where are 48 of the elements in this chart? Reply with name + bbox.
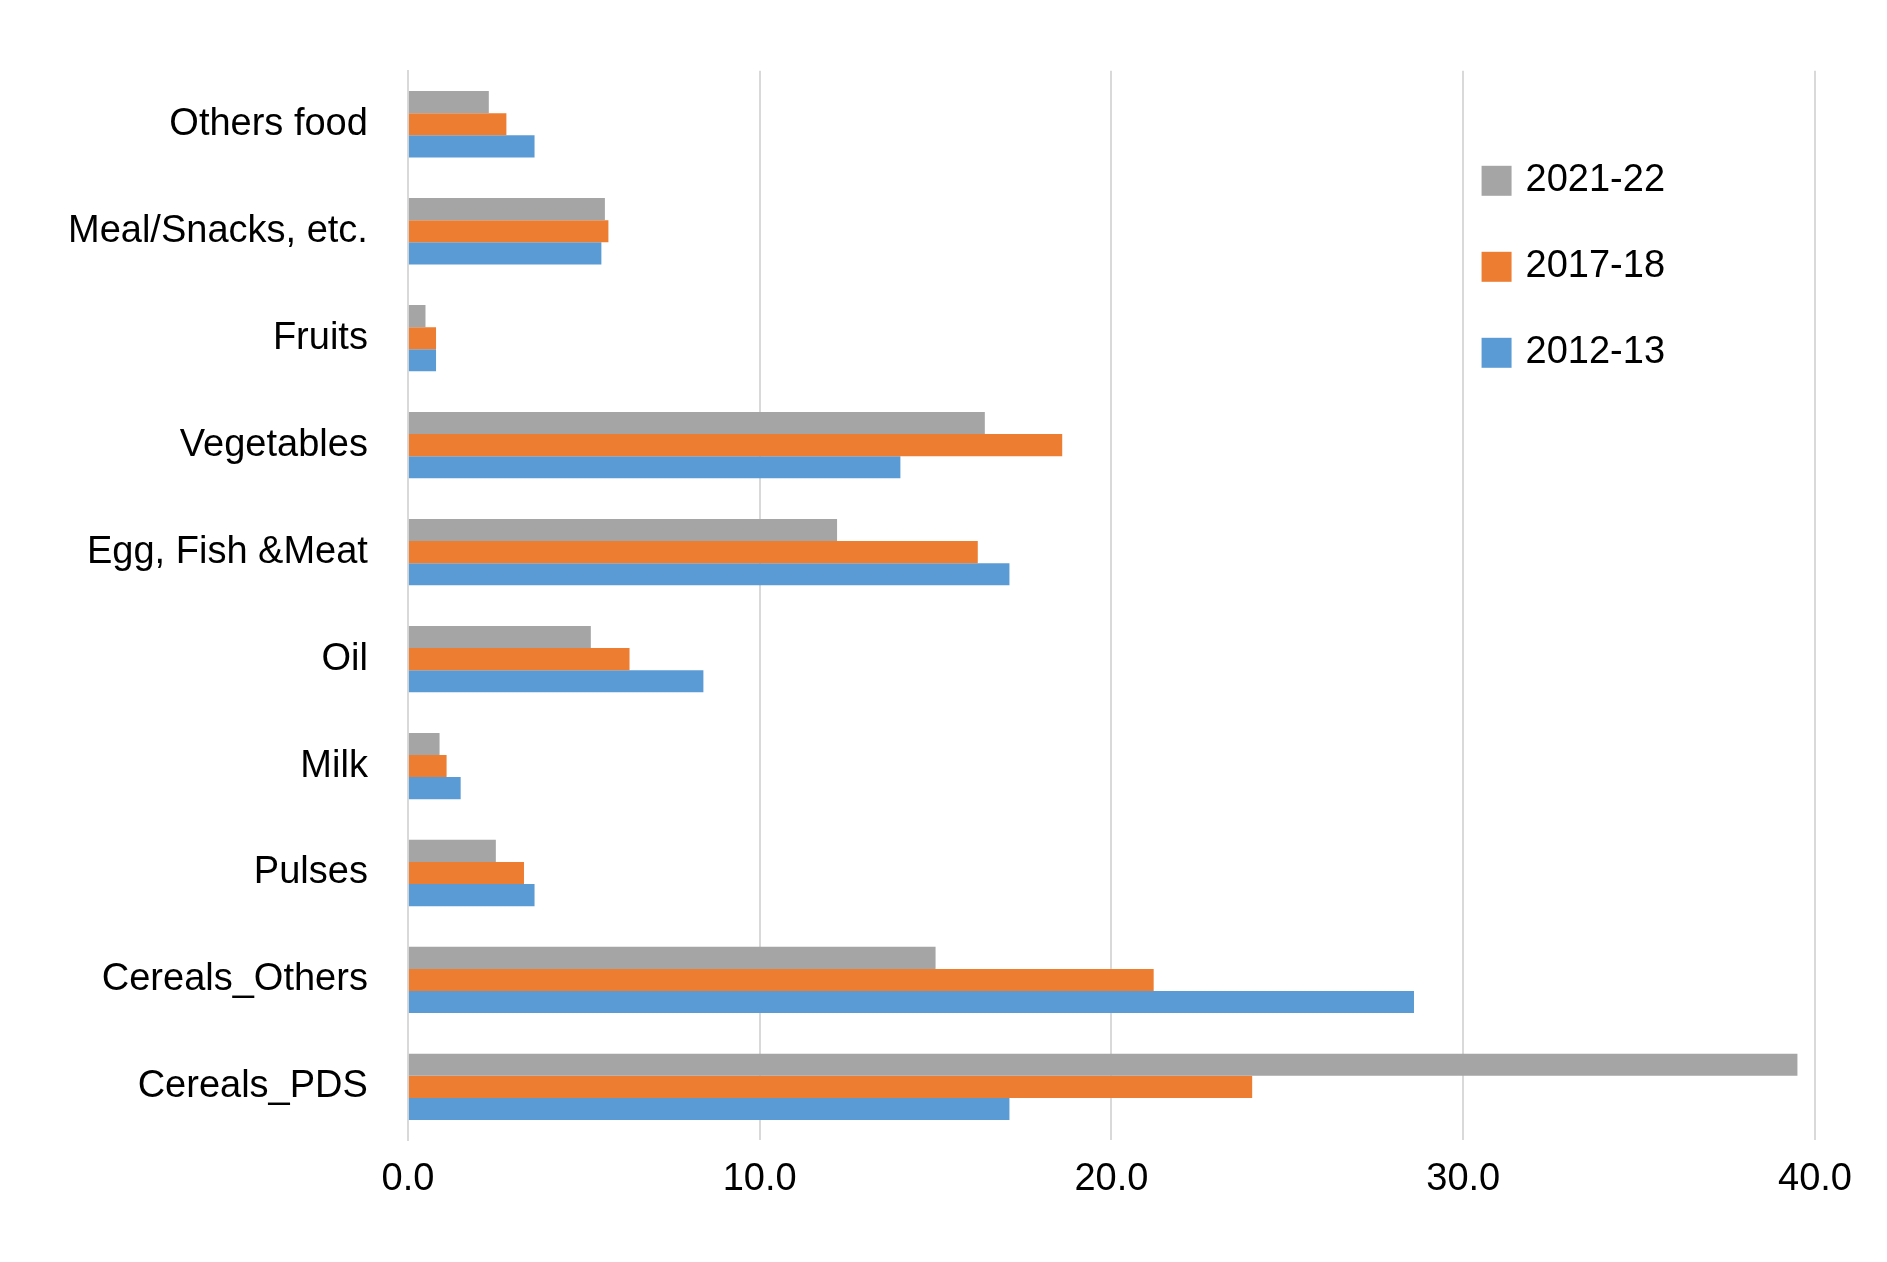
- bar: [408, 968, 1154, 992]
- bar: [408, 412, 985, 435]
- bar: [408, 327, 437, 350]
- bar: [408, 884, 535, 907]
- bar: [408, 91, 489, 114]
- bar: [408, 625, 591, 649]
- y-tick-label: Others food: [169, 100, 368, 143]
- x-tick-label: 0.0: [381, 1155, 435, 1198]
- bar: [408, 648, 630, 671]
- bar: [408, 839, 496, 862]
- bar: [408, 754, 447, 778]
- bar: [408, 861, 524, 885]
- y-tick-label: Oil: [321, 635, 368, 678]
- y-tick-label: Pulses: [253, 849, 368, 892]
- y-tick-label: Fruits: [272, 314, 368, 357]
- x-tick-label: 30.0: [1426, 1155, 1501, 1198]
- x-tick-label: 10.0: [722, 1155, 797, 1198]
- bar: [408, 991, 1414, 1014]
- bar: [408, 541, 978, 564]
- bar: [408, 1097, 1010, 1121]
- legend-label: 2017-18: [1525, 243, 1666, 286]
- bar: [408, 456, 901, 479]
- y-tick-label: Meal/Snacks, etc.: [67, 207, 368, 250]
- bar: [408, 518, 838, 542]
- legend-label: 2021-22: [1525, 157, 1666, 200]
- y-tick-label: Vegetables: [179, 421, 368, 464]
- bar: [408, 305, 426, 328]
- y-tick-label: Cereals_PDS: [137, 1063, 368, 1106]
- bar: [408, 113, 507, 136]
- bar: [408, 1075, 1253, 1098]
- bar: [408, 349, 437, 372]
- legend-label: 2012-13: [1525, 329, 1666, 372]
- y-tick-label: Cereals_Others: [101, 956, 368, 999]
- bar: [408, 220, 609, 243]
- x-tick-label: 20.0: [1074, 1155, 1149, 1198]
- x-tick-label: 40.0: [1778, 1155, 1852, 1198]
- bar: [408, 670, 704, 693]
- bar: [408, 434, 1063, 457]
- bar: [408, 563, 1010, 586]
- bar: [408, 1053, 1798, 1076]
- y-tick-label: Milk: [300, 742, 369, 785]
- y-tick-label: Egg, Fish &Meat: [86, 528, 369, 571]
- bar: [408, 732, 440, 755]
- bar: [408, 242, 602, 265]
- bar: [408, 777, 461, 800]
- bar: [408, 135, 535, 158]
- bar: [408, 198, 605, 221]
- bar: [408, 946, 936, 969]
